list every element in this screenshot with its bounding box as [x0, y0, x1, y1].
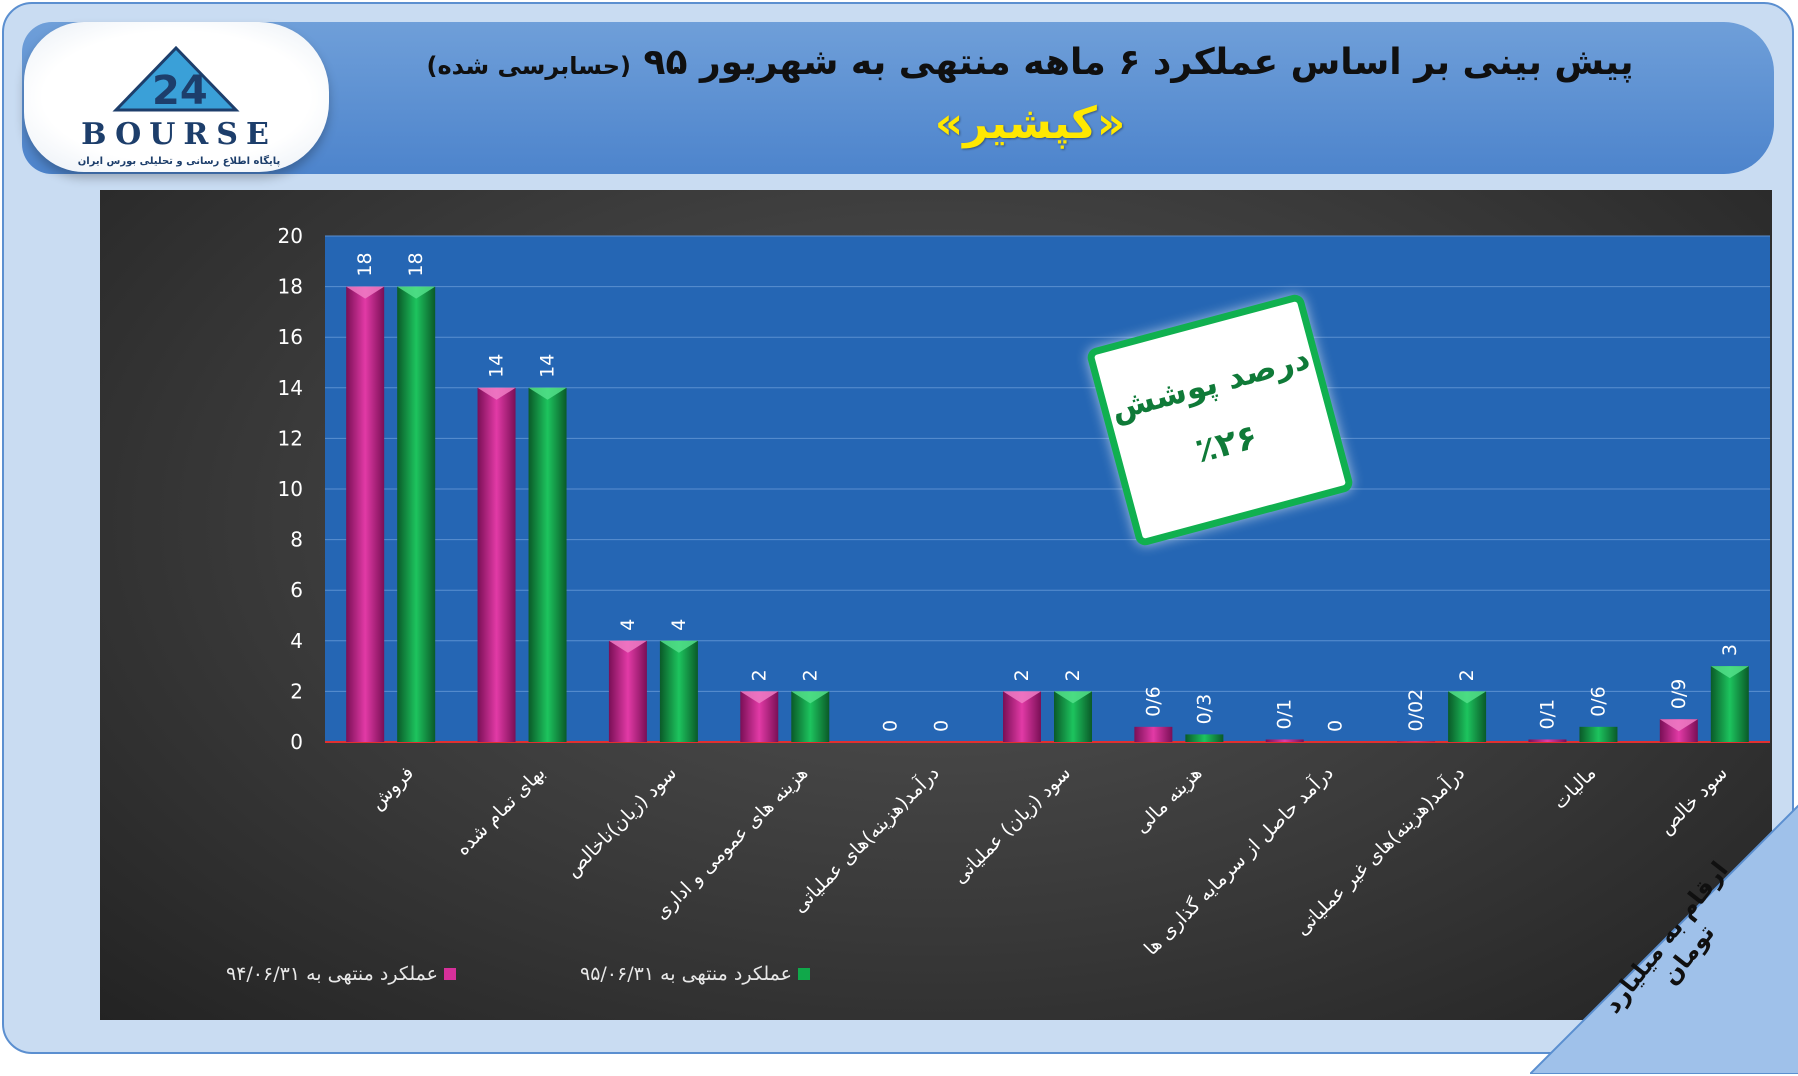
data-label: 0/6 [1587, 686, 1609, 717]
title-main: پیش بینی بر اساس عملکرد ۶ ماهه منتهی به … [643, 42, 1634, 83]
data-label: 14 [486, 354, 508, 378]
legend-label-1: عملکرد منتهی به ۹۴/۰۶/۳۱ [226, 963, 438, 985]
data-label: 0 [880, 720, 902, 732]
bar-series-2 [528, 387, 567, 742]
legend-series-2: عملکرد منتهی به ۹۵/۰۶/۳۱ [580, 960, 810, 988]
x-category-label: فروش [366, 762, 418, 814]
bar-series-1 [1265, 739, 1304, 742]
bar-cap [1448, 691, 1487, 704]
data-label: 0/9 [1668, 679, 1690, 710]
bar-cap [659, 640, 698, 653]
data-label: 18 [354, 252, 376, 276]
x-category-label: هزینه های عمومی و اداری [650, 762, 812, 924]
bar-series-1 [346, 286, 385, 742]
legend-swatch-pink [443, 968, 456, 980]
bar-cap [477, 387, 516, 400]
data-label: 18 [405, 252, 427, 276]
bar-series-1 [1397, 741, 1436, 742]
y-tick-label: 0 [290, 730, 303, 754]
page-title: پیش بینی بر اساس عملکرد ۶ ماهه منتهی به … [380, 42, 1680, 83]
x-category-label: درآمد(هزینه)های عملیاتی [787, 761, 944, 918]
legend-series-1: عملکرد منتهی به ۹۴/۰۶/۳۱ [226, 960, 456, 988]
y-tick-label: 18 [278, 275, 303, 299]
bar-cap [1054, 691, 1092, 704]
data-label: 2 [799, 669, 821, 681]
logo-mark: 24 [112, 45, 240, 114]
bar-series-1 [477, 387, 516, 742]
y-tick-label: 16 [278, 325, 303, 349]
bar-series-2 [659, 640, 698, 742]
svg-text:24: 24 [152, 68, 208, 114]
data-label: 2 [1456, 669, 1478, 681]
y-tick-label: 2 [290, 679, 303, 703]
data-label: 0/1 [1274, 699, 1296, 730]
data-label: 0/1 [1536, 699, 1558, 730]
data-label: 2 [1011, 669, 1033, 681]
y-tick-label: 14 [278, 376, 303, 400]
data-label: 4 [617, 619, 639, 631]
bar-series-1 [608, 640, 647, 742]
bar-series-2 [1710, 666, 1749, 742]
bar-series-1 [1134, 726, 1173, 742]
x-category-label: هزینه مالی [1130, 762, 1206, 838]
bar-series-2 [397, 286, 436, 742]
data-label: 14 [537, 354, 559, 378]
logo-tagline: پایگاه اطلاع رسانی و تحلیلی بورس ایران [77, 156, 281, 167]
bar-cap [1710, 666, 1749, 679]
logo: 24 BOURSE پایگاه اطلاع رسانی و تحلیلی بو… [24, 22, 329, 172]
y-tick-label: 20 [278, 224, 303, 248]
data-label: 0 [1325, 720, 1347, 732]
legend-label-2: عملکرد منتهی به ۹۵/۰۶/۳۱ [580, 963, 792, 985]
bar-series-2 [1579, 726, 1618, 742]
data-label: 0/6 [1142, 686, 1164, 717]
bar-cap [397, 286, 436, 299]
bar-series-2 [1185, 734, 1224, 742]
data-label: 2 [748, 669, 770, 681]
y-tick-label: 10 [278, 477, 303, 501]
bar-cap [1659, 719, 1698, 732]
x-category-label: سود (زیان)ناخالص [561, 762, 680, 881]
x-category-label: بهای تمام شده [452, 762, 550, 860]
title-sub: (حسابرسی شده) [426, 52, 631, 80]
data-label: 0/02 [1405, 689, 1427, 732]
bar-cap [740, 691, 779, 704]
x-category-label: سود (زیان) عملیاتی [949, 762, 1075, 888]
y-tick-label: 4 [290, 629, 303, 653]
bar-cap [528, 387, 567, 400]
bar-cap [346, 286, 385, 299]
y-tick-label: 6 [290, 578, 303, 602]
bar-cap [1003, 691, 1041, 704]
logo-brand: BOURSE [81, 117, 277, 152]
bar-cap [608, 640, 647, 653]
data-label: 3 [1719, 644, 1741, 656]
bar-series-1 [1528, 739, 1567, 742]
unit-corner [1530, 804, 1798, 1074]
data-label: 2 [1062, 669, 1084, 681]
data-label: 0/3 [1193, 694, 1215, 725]
legend-swatch-green [797, 968, 810, 980]
y-tick-label: 12 [278, 426, 303, 450]
y-tick-label: 8 [290, 528, 303, 552]
bar-cap [791, 691, 830, 704]
data-label: 0 [931, 720, 953, 732]
company-name: «کپشیر» [934, 98, 1126, 149]
data-label: 4 [668, 619, 690, 631]
